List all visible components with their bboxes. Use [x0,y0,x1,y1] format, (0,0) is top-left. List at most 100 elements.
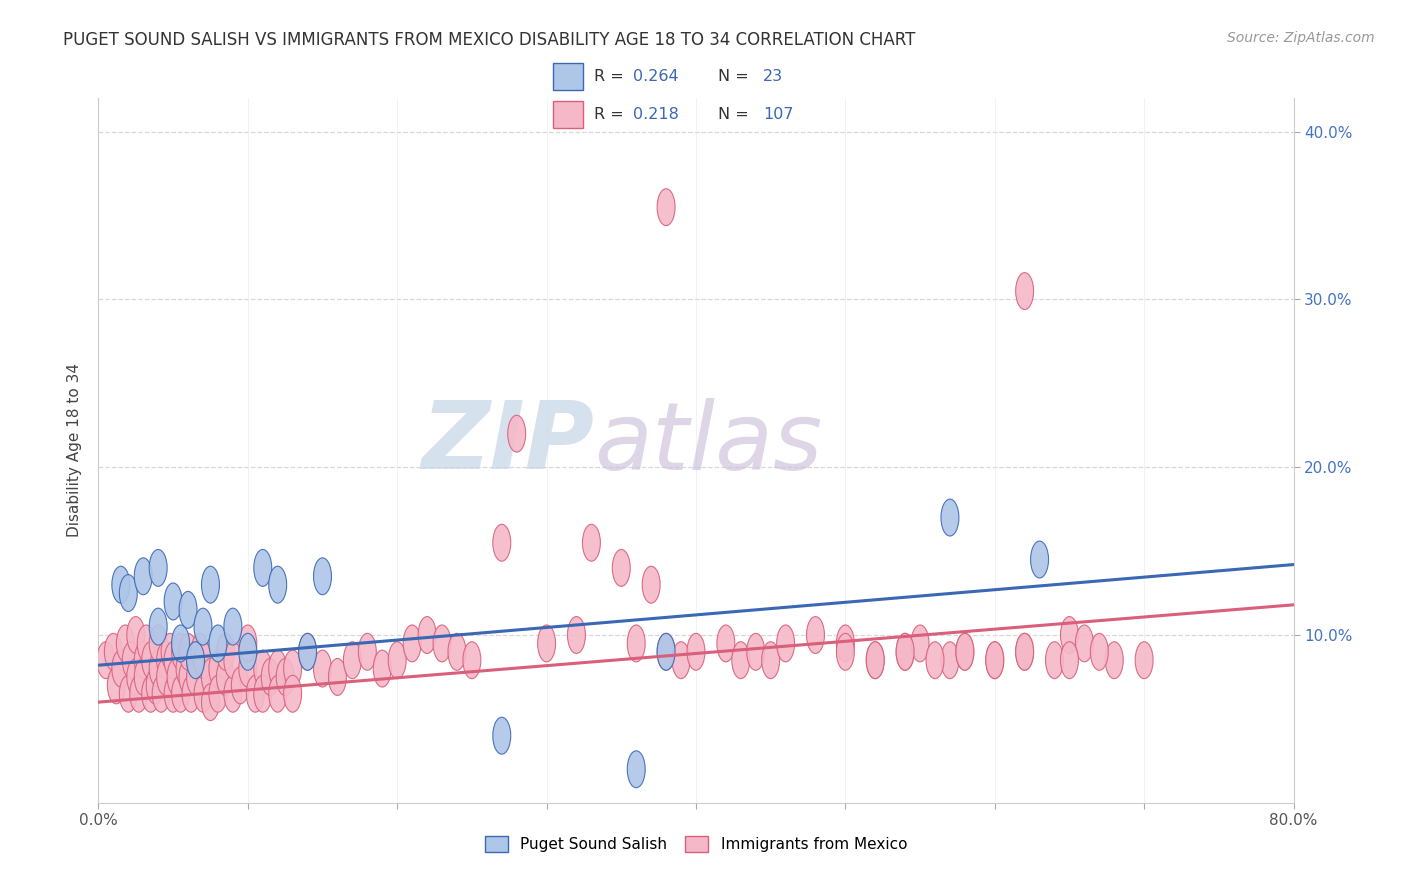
Ellipse shape [269,650,287,687]
Ellipse shape [418,616,436,654]
Ellipse shape [187,641,204,679]
Ellipse shape [254,549,271,586]
Ellipse shape [896,633,914,670]
Legend: Puget Sound Salish, Immigrants from Mexico: Puget Sound Salish, Immigrants from Mexi… [479,830,912,859]
Ellipse shape [1015,633,1033,670]
Ellipse shape [224,675,242,712]
Ellipse shape [688,633,704,670]
Text: 23: 23 [762,69,783,84]
Ellipse shape [1031,541,1049,578]
Ellipse shape [343,641,361,679]
FancyBboxPatch shape [553,62,582,90]
Ellipse shape [127,616,145,654]
Ellipse shape [142,641,160,679]
Ellipse shape [837,625,855,662]
Ellipse shape [194,675,212,712]
Ellipse shape [314,558,332,595]
Ellipse shape [657,633,675,670]
Ellipse shape [97,641,115,679]
Ellipse shape [269,566,287,603]
Ellipse shape [1015,633,1033,670]
Ellipse shape [537,625,555,662]
Ellipse shape [224,608,242,645]
Ellipse shape [187,658,204,696]
Ellipse shape [404,625,422,662]
Y-axis label: Disability Age 18 to 34: Disability Age 18 to 34 [67,363,83,538]
Ellipse shape [866,641,884,679]
Text: N =: N = [718,69,755,84]
Text: R =: R = [595,107,630,122]
Ellipse shape [142,675,160,712]
Ellipse shape [191,633,209,670]
Ellipse shape [986,641,1004,679]
Ellipse shape [152,675,170,712]
Text: ZIP: ZIP [422,398,595,490]
Ellipse shape [162,633,179,670]
Ellipse shape [776,625,794,662]
Ellipse shape [209,675,226,712]
Ellipse shape [209,650,226,687]
Ellipse shape [613,549,630,586]
Ellipse shape [1076,625,1094,662]
Ellipse shape [866,641,884,679]
Ellipse shape [1015,273,1033,310]
Ellipse shape [1105,641,1123,679]
Ellipse shape [176,650,194,687]
Ellipse shape [269,675,287,712]
Ellipse shape [217,658,235,696]
Ellipse shape [463,641,481,679]
Ellipse shape [156,641,174,679]
Ellipse shape [747,633,765,670]
Ellipse shape [582,524,600,561]
Ellipse shape [107,667,125,704]
Ellipse shape [149,549,167,586]
Ellipse shape [359,633,377,670]
Text: R =: R = [595,69,630,84]
Ellipse shape [762,641,780,679]
Ellipse shape [104,633,122,670]
Ellipse shape [986,641,1004,679]
Ellipse shape [896,633,914,670]
Ellipse shape [254,675,271,712]
Ellipse shape [1091,633,1108,670]
Ellipse shape [135,641,152,679]
Ellipse shape [149,608,167,645]
Ellipse shape [167,658,186,696]
Ellipse shape [112,566,129,603]
Ellipse shape [568,616,585,654]
Ellipse shape [941,500,959,536]
Ellipse shape [239,650,257,687]
Ellipse shape [146,667,165,704]
Ellipse shape [388,641,406,679]
Ellipse shape [217,633,235,670]
Ellipse shape [643,566,661,603]
Ellipse shape [122,641,141,679]
Ellipse shape [627,751,645,788]
Ellipse shape [135,558,152,595]
Ellipse shape [298,633,316,670]
Ellipse shape [508,416,526,452]
Ellipse shape [183,675,200,712]
Ellipse shape [165,675,183,712]
Ellipse shape [494,524,510,561]
Text: atlas: atlas [595,398,823,489]
Ellipse shape [117,625,135,662]
Ellipse shape [254,650,271,687]
Ellipse shape [127,658,145,696]
Ellipse shape [329,658,346,696]
Ellipse shape [941,641,959,679]
Ellipse shape [232,667,249,704]
Ellipse shape [172,625,190,662]
Ellipse shape [657,189,675,226]
Ellipse shape [1060,641,1078,679]
Ellipse shape [494,717,510,754]
Ellipse shape [239,633,257,670]
Ellipse shape [179,591,197,628]
Text: Source: ZipAtlas.com: Source: ZipAtlas.com [1227,31,1375,45]
Text: 107: 107 [762,107,793,122]
Ellipse shape [209,625,226,662]
Ellipse shape [165,641,183,679]
Text: N =: N = [718,107,755,122]
Ellipse shape [927,641,943,679]
Ellipse shape [224,641,242,679]
